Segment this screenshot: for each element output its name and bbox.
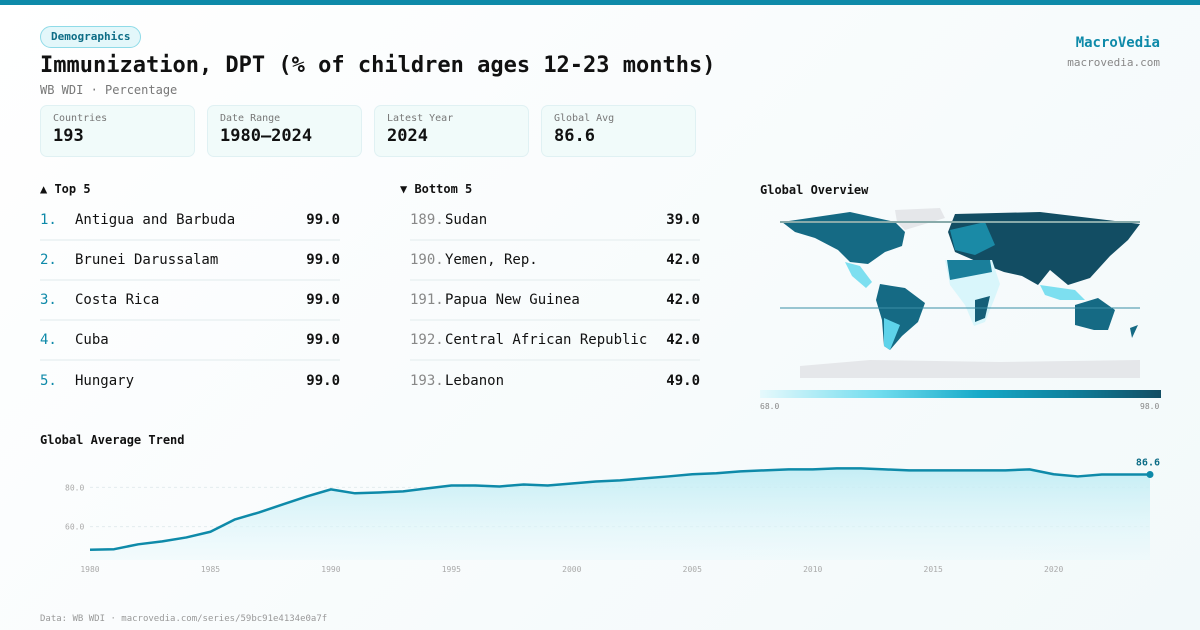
country-name: Central African Republic: [445, 332, 648, 348]
africa-north: [947, 260, 992, 280]
rank-number: 193.: [410, 373, 444, 389]
rank-number: 189.: [410, 212, 444, 228]
top-5-heading: ▲ Top 5: [40, 182, 91, 196]
country-name: Cuba: [75, 332, 109, 348]
country-name: Lebanon: [445, 373, 505, 389]
australia: [1075, 298, 1115, 330]
page-title: Immunization, DPT (% of children ages 12…: [40, 53, 716, 78]
central-america: [845, 262, 872, 288]
rank-number: 190.: [410, 252, 444, 268]
top-accent-bar: [0, 0, 1200, 5]
rank-number: 192.: [410, 332, 444, 348]
x-tick-label: 1980: [80, 565, 99, 574]
trend-area: [90, 468, 1150, 560]
antarctica: [800, 360, 1140, 378]
list-item[interactable]: 191. Papua New Guinea 42.0: [410, 281, 700, 321]
y-tick-label: 80.0: [65, 483, 84, 492]
x-tick-label: 1990: [321, 565, 340, 574]
country-value: 42.0: [666, 332, 700, 348]
x-tick-label: 2010: [803, 565, 822, 574]
list-item[interactable]: 5. Hungary 99.0: [40, 361, 340, 401]
color-scale-legend: [760, 390, 1161, 398]
end-value-label: 86.6: [1136, 457, 1160, 468]
list-item[interactable]: 189. Sudan 39.0: [410, 201, 700, 241]
category-badge[interactable]: Demographics: [40, 26, 142, 48]
bottom-5-heading: ▼ Bottom 5: [400, 182, 473, 196]
country-name: Brunei Darussalam: [75, 252, 219, 268]
list-item[interactable]: 190. Yemen, Rep. 42.0: [410, 241, 700, 281]
stat-label: Date Range: [220, 113, 281, 124]
list-item[interactable]: 2. Brunei Darussalam 99.0: [40, 241, 340, 281]
legend-min: 68.0: [760, 402, 780, 411]
rank-number: 4.: [40, 332, 57, 348]
africa-south: [975, 296, 990, 322]
legend-max: 98.0: [1140, 402, 1160, 411]
country-value: 99.0: [306, 332, 340, 348]
world-map[interactable]: [770, 200, 1150, 385]
stat-card-countries: Countries 193: [40, 105, 195, 157]
brand-url[interactable]: macrovedia.com: [1067, 56, 1160, 69]
footer-source: Data: WB WDI · macrovedia.com/series/59b…: [40, 614, 328, 624]
europe: [950, 222, 995, 255]
top-5-list: 1. Antigua and Barbuda 99.0 2. Brunei Daruss…: [40, 201, 340, 401]
new-zealand: [1130, 325, 1138, 338]
x-tick-label: 1985: [201, 565, 220, 574]
country-value: 99.0: [306, 292, 340, 308]
trend-chart: 60.0 80.0 1980 1985 1990 1995 2000 2005 2010 2015…: [65, 457, 1160, 574]
country-value: 99.0: [306, 212, 340, 228]
x-tick-label: 2005: [683, 565, 702, 574]
x-tick-label: 2015: [924, 565, 943, 574]
greenland: [895, 208, 945, 230]
y-tick-label: 60.0: [65, 523, 84, 532]
rank-number: 3.: [40, 292, 57, 308]
list-item[interactable]: 3. Costa Rica 99.0: [40, 281, 340, 321]
north-america: [782, 212, 905, 264]
end-point-marker: [1146, 470, 1154, 478]
list-item[interactable]: 4. Cuba 99.0: [40, 321, 340, 361]
eurasia: [948, 212, 1140, 285]
south-america: [876, 284, 925, 350]
stat-value: 193: [53, 126, 84, 146]
country-name: Sudan: [445, 212, 488, 228]
country-name: Papua New Guinea: [445, 292, 580, 308]
x-tick-label: 1995: [442, 565, 461, 574]
country-name: Antigua and Barbuda: [75, 212, 236, 228]
stat-label: Global Avg: [554, 113, 615, 124]
stat-label: Latest Year: [387, 113, 454, 124]
trend-title: Global Average Trend: [40, 433, 185, 447]
x-tick-label: 2020: [1044, 565, 1063, 574]
country-name: Hungary: [75, 373, 135, 389]
stat-label: Countries: [53, 113, 108, 124]
x-tick-label: 2000: [562, 565, 581, 574]
rank-number: 1.: [40, 212, 57, 228]
country-name: Yemen, Rep.: [445, 252, 538, 268]
stat-card-date-range: Date Range 1980–2024: [207, 105, 362, 157]
country-value: 42.0: [666, 292, 700, 308]
map-title: Global Overview: [760, 183, 869, 197]
stat-value: 86.6: [554, 126, 595, 146]
country-name: Costa Rica: [75, 292, 160, 308]
brand-logo[interactable]: MacroVedia: [1075, 35, 1160, 51]
stat-value: 1980–2024: [220, 126, 313, 146]
list-item[interactable]: 193. Lebanon 49.0: [410, 361, 700, 401]
se-asia: [1040, 285, 1085, 300]
country-value: 99.0: [306, 373, 340, 389]
rank-number: 2.: [40, 252, 57, 268]
country-value: 39.0: [666, 212, 700, 228]
trend-line: [89, 467, 1150, 552]
stat-value: 2024: [387, 126, 428, 146]
rank-number: 5.: [40, 373, 57, 389]
country-value: 49.0: [666, 373, 700, 389]
country-value: 42.0: [666, 252, 700, 268]
rank-number: 191.: [410, 292, 444, 308]
country-value: 99.0: [306, 252, 340, 268]
bottom-5-list: 189. Sudan 39.0 190. Yemen, Rep. 42.0 191. Papu…: [410, 201, 700, 401]
list-item[interactable]: 1. Antigua and Barbuda 99.0: [40, 201, 340, 241]
stat-card-latest-year: Latest Year 2024: [374, 105, 529, 157]
south-america-south: [884, 318, 900, 350]
list-item[interactable]: 192. Central African Republic 42.0: [410, 321, 700, 361]
stat-card-global-avg: Global Avg 86.6: [541, 105, 696, 157]
page-subtitle: WB WDI · Percentage: [40, 83, 178, 97]
